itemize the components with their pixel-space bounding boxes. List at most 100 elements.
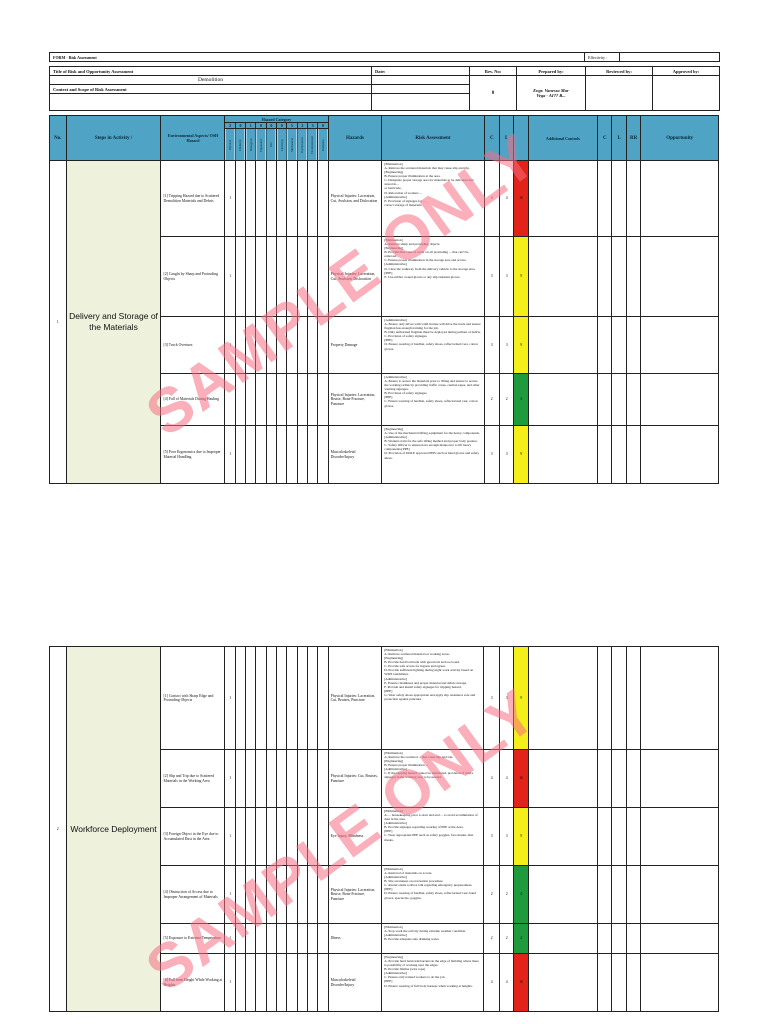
hazard-cell: [265, 865, 278, 924]
risk-rating-cell: 9: [513, 807, 529, 866]
prepared-name: Engr. Vanessa Mar: [533, 88, 569, 93]
hazard-cell: [286, 425, 298, 484]
hazard-cell: [306, 373, 319, 426]
reviewed-label: Reviewed by:: [585, 66, 653, 76]
consequence-value: 3: [483, 236, 501, 317]
hazard-cell: [255, 953, 267, 1012]
hazard-cell: [276, 749, 288, 808]
residual-c-cell: [597, 160, 613, 237]
risk-row: [5] Exposure to Extreme Temperature 1 Illn…: [50, 923, 719, 954]
hazard-cell: [306, 749, 319, 808]
hazard-cell: [306, 425, 319, 484]
residual-c-cell: [597, 923, 613, 954]
residual-rr-cell: [625, 160, 642, 237]
risk-row: [3] Truck Overturn 1 Property Damage [Admin…: [50, 316, 719, 374]
residual-rr-cell: [625, 865, 642, 924]
rev-value: 0: [469, 75, 517, 111]
opportunity-cell: [640, 646, 719, 750]
residual-c-cell: [597, 373, 613, 426]
prepared-label: Prepared by:: [516, 66, 586, 76]
hazard-description: Physical Injuries: Laceration, Bruise, B…: [327, 865, 383, 924]
hazard-cell: [317, 425, 329, 484]
hazard-cell: [317, 807, 329, 866]
risk-rating-cell: 16: [513, 749, 529, 808]
hazard-mark: 1: [224, 236, 236, 317]
prepared-title: Vega - AI?? B...: [536, 93, 566, 98]
hazard-description: Musculoskeletal Disorder/Injury: [327, 953, 383, 1012]
hazard-mark: 1: [224, 807, 236, 866]
risk-assessment-text: [Elimination] A. Removal of materials on…: [381, 865, 485, 924]
hazard-cell: [306, 953, 319, 1012]
consequence-value: 4: [483, 749, 500, 808]
hazard-cell: [265, 160, 278, 237]
residual-c-cell: [597, 425, 613, 484]
hazard-mark: [224, 373, 236, 426]
hazard-cell: [265, 923, 278, 954]
hazard-cell: [306, 316, 319, 374]
context-label: Context and Scope of Risk Assessment: [49, 84, 372, 94]
residual-rr-cell: [625, 923, 642, 954]
hazard-cell: [265, 749, 278, 808]
hazard-name: Chemical: [235, 128, 246, 161]
hazard-cell: [265, 953, 278, 1012]
likelihood-value: 2: [498, 865, 515, 924]
residual-c-cell: [597, 865, 613, 924]
additional-controls-cell: [527, 865, 599, 924]
consequence-value: 3: [483, 316, 501, 374]
hazard-cell: [265, 425, 278, 484]
title-value: Demolition: [49, 75, 372, 85]
hazard-digit: 0: [317, 122, 329, 129]
col-rr: RR: [625, 115, 642, 161]
likelihood-value: 2: [498, 923, 515, 954]
hazard-mark: 1: [224, 646, 236, 750]
residual-l-cell: [611, 923, 627, 954]
hazard-cell: [265, 807, 278, 866]
hazard-name: Electrical: [276, 128, 287, 161]
likelihood-value: 3: [498, 236, 515, 317]
hazard-cell: [255, 646, 267, 750]
hazard-cell: [296, 373, 308, 426]
col-steps: Steps in Activity /: [65, 115, 162, 161]
hazard-name: Ergonomic: [255, 128, 267, 161]
hazard-name: Radiation: [317, 128, 329, 161]
form-sep: -: [66, 54, 68, 60]
approved-value: [652, 75, 720, 111]
risk-assessment-text: [Elimination] A. Remove the scattered ma…: [381, 160, 485, 237]
hazard-description: Physical Injuries: Cut, Bruises, Punctur…: [327, 749, 383, 808]
hazard-cell: [276, 236, 288, 317]
residual-l-cell: [611, 425, 627, 484]
risk-assessment-text: [Administrative] A. Ensure only driver w…: [381, 316, 485, 374]
effectivity-label: Effectivity :: [584, 52, 620, 62]
risk-row: [4] Fall of Materials During Hauling Phys…: [50, 373, 719, 426]
hazard-digit: 5: [286, 122, 298, 129]
form-meta-row: FORM - Risk Assessment Effectivity :: [49, 52, 720, 62]
additional-controls-cell: [527, 425, 599, 484]
aspect-hazard: [2] Caught by Sharp and Protruding Objec…: [160, 236, 226, 317]
hazard-mark: 1: [224, 865, 236, 924]
hazard-cell: [317, 953, 329, 1012]
hazard-cell: [245, 807, 257, 866]
risk-table-page-1: No. Steps in Activity / Environmental As…: [49, 115, 719, 484]
hazard-digit: 2: [296, 122, 308, 129]
aspect-hazard: [1] Tripping Hazard due to Scattered Dem…: [160, 160, 226, 237]
hazard-cell: [234, 160, 247, 237]
hazard-cell: [317, 865, 329, 924]
hazard-description: Musculoskeletal Disorder/Injury: [327, 425, 383, 484]
opportunity-cell: [640, 236, 719, 317]
hazard-cell: [296, 425, 308, 484]
consequence-value: 2: [483, 865, 500, 924]
hazard-cell: [306, 646, 319, 750]
likelihood-value: 3: [498, 646, 515, 750]
hazard-cell: [245, 646, 257, 750]
hazard-cell: [296, 316, 308, 374]
consequence-value: 3: [483, 425, 501, 484]
activity-name: Workforce Deployment: [65, 646, 162, 1012]
form-label-cell: FORM - Risk Assessment: [49, 52, 585, 62]
title-label: Title of Risk and Opportunity Assessment: [49, 66, 372, 76]
col-hazards: Hazards: [327, 115, 383, 161]
consequence-value: 2: [483, 923, 500, 954]
hazard-cell: [286, 807, 298, 866]
risk-row: 1 Delivery and Storage of the Materials [1…: [49, 160, 719, 484]
reviewed-value: [585, 75, 653, 111]
hazard-cell: [306, 236, 319, 317]
